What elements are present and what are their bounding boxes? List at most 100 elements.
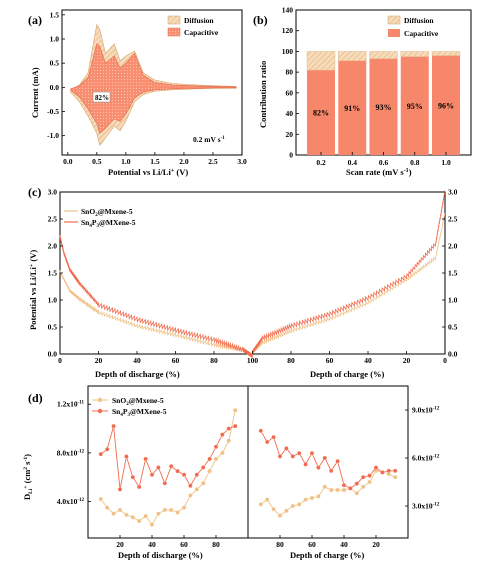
scatter-point xyxy=(303,497,308,502)
scatter-point xyxy=(104,446,110,452)
y-tick-label: 60 xyxy=(286,88,294,97)
scatter-point xyxy=(284,446,289,451)
scatter-point xyxy=(162,481,168,486)
panel-a-plot xyxy=(70,23,237,146)
x-tick-label: 0.2 xyxy=(316,158,326,167)
scatter-point xyxy=(258,428,264,434)
scatter-point xyxy=(226,426,232,431)
panel-a-frame xyxy=(61,9,243,156)
scatter-point xyxy=(341,487,347,493)
scatter-point xyxy=(309,495,315,501)
panel-d-xlabel-left: Depth of discharge (%) xyxy=(118,550,203,560)
y-tick-label-right: 6.0x10-12 xyxy=(412,454,440,463)
scatter-point xyxy=(111,511,116,516)
y-tick-label: 100 xyxy=(282,47,294,56)
x-tick-label: 2.0 xyxy=(179,157,189,166)
panel-b-plot: 82% 0.2 91% 0.4 93% 0.6 95% 0.8 96% 1.0 xyxy=(306,51,461,167)
x-tick-label: 20 xyxy=(116,540,124,549)
y-tick-label-right: 2.5 xyxy=(448,215,458,224)
legend-swatch-diffusion-b xyxy=(387,15,401,25)
y-tick-label-right: 0.0 xyxy=(448,350,458,359)
scatter-point xyxy=(188,483,193,488)
panel-c-ylabel: Potential vs Li/Li+ (V) xyxy=(28,250,38,330)
scatter-point xyxy=(335,487,340,493)
y-tick-label-right: 3.0x10-12 xyxy=(412,502,440,511)
x-tick-label: 0.6 xyxy=(379,158,389,167)
x-tick-label: 0 xyxy=(443,356,447,365)
legend-swatch-capacitive xyxy=(167,27,181,37)
y-tick-label: -0.5 xyxy=(47,107,59,116)
panel-a-ylabel: Current (mA) xyxy=(30,67,40,118)
scatter-point xyxy=(328,468,334,474)
scatter-point xyxy=(380,470,385,475)
y-tick-label-right: 2.0 xyxy=(448,242,458,251)
legend-swatch-diffusion xyxy=(167,15,181,25)
x-tick-label: 0.8 xyxy=(410,158,420,167)
x-tick-label: 60 xyxy=(326,356,334,365)
y-tick-label: 0 xyxy=(289,151,293,160)
scatter-point xyxy=(143,513,148,519)
x-tick-label: 0 xyxy=(58,356,62,365)
scatter-point xyxy=(316,465,321,470)
x-tick-label: 60 xyxy=(172,356,180,365)
scatter-point xyxy=(213,456,219,462)
bar-diffusion xyxy=(369,51,398,59)
scatter-point xyxy=(341,482,347,488)
scatter-point xyxy=(207,456,212,462)
panel-d-plot xyxy=(98,408,398,527)
panel-b-xlabel: Scan rate (mV s-1) xyxy=(346,167,412,177)
scatter-point xyxy=(181,505,187,510)
bar-data-label: 93% xyxy=(376,103,392,112)
scatter-point xyxy=(258,502,264,507)
y-tick-label: 0.0 xyxy=(48,350,58,359)
x-tick-label: 80 xyxy=(276,540,284,549)
scatter-point xyxy=(194,472,200,478)
scatter-point xyxy=(149,472,155,478)
y-tick-label: 2.5 xyxy=(48,215,58,224)
legend-sn4p3-label: Sn4P3@MXene-5 xyxy=(81,218,136,229)
scatter-point xyxy=(98,496,104,502)
scatter-point xyxy=(124,512,129,518)
scatter-point xyxy=(392,474,398,480)
scatter-line-discharge xyxy=(100,425,236,490)
y-tick-label: 1.0 xyxy=(50,35,60,44)
scatter-point xyxy=(98,451,104,457)
panel-d-label: (d) xyxy=(28,391,43,405)
panel-a-ticks: 0.0 0.5 1.0 1.5 2.0 2.5 3.0 1.5 1.0 0.5 0.0 -0.5 -1.… xyxy=(47,10,247,166)
bar-data-label: 82% xyxy=(313,109,329,118)
scatter-point xyxy=(200,481,206,486)
scatter-point xyxy=(181,472,187,478)
scatter-point xyxy=(354,481,360,486)
scatter-point xyxy=(360,474,366,480)
x-tick-label: 80 xyxy=(210,356,218,365)
x-tick-label: 40 xyxy=(148,540,156,549)
legend-marker-sn4p3-d xyxy=(97,408,103,414)
panel-c-ticks: 0.0 0.0 0.5 0.5 1.0 1.0 1.5 1.5 2.0 2.0 2.5 2.5 3.0 3… xyxy=(48,188,458,366)
panel-c-label: (c) xyxy=(28,185,41,199)
legend-sno2-label: SnO2@Mxene-5 xyxy=(81,207,133,218)
scatter-point xyxy=(360,484,366,490)
y-tick-label-right: 3.0 xyxy=(448,188,458,197)
panel-b: (b) 82% 0.2 91% 0.4 93% 0.6 95% 0.8 96% 1.0 0 20 40… xyxy=(253,6,472,177)
x-tick-label: 1.5 xyxy=(150,157,160,166)
scatter-point xyxy=(156,511,161,516)
legend-sno2-d-label: SnO2@Mxene-5 xyxy=(112,396,164,407)
scatter-point xyxy=(200,465,206,470)
panel-b-ticks: 0 20 40 60 80 100 120 140 xyxy=(282,6,299,160)
y-tick-label: 0.0 xyxy=(50,83,60,92)
panel-c-xlabel-right: Depth of charge (%) xyxy=(310,369,385,379)
y-tick-label: 1.2x10-11 xyxy=(57,400,85,409)
panel-c: (c) 0.0 0.0 0.5 0.5 1.0 1.0 1.5 1.5 2.0 2.0 2.5 2.5… xyxy=(28,185,458,379)
scatter-point xyxy=(226,438,232,443)
scatter-line-discharge xyxy=(100,410,236,526)
scan-rate-text: 0.2 mV s-1 xyxy=(193,135,225,144)
scatter-point xyxy=(271,506,276,512)
x-tick-label: 0.4 xyxy=(348,158,358,167)
x-tick-label: 3.0 xyxy=(237,157,247,166)
scatter-point xyxy=(367,479,372,485)
scatter-point xyxy=(367,473,372,478)
scatter-point xyxy=(290,503,296,509)
scatter-point xyxy=(220,450,225,456)
panel-a-xlabel: Potential vs Li/Li+ (V) xyxy=(108,167,188,177)
annotation-82: 82% xyxy=(95,94,109,102)
